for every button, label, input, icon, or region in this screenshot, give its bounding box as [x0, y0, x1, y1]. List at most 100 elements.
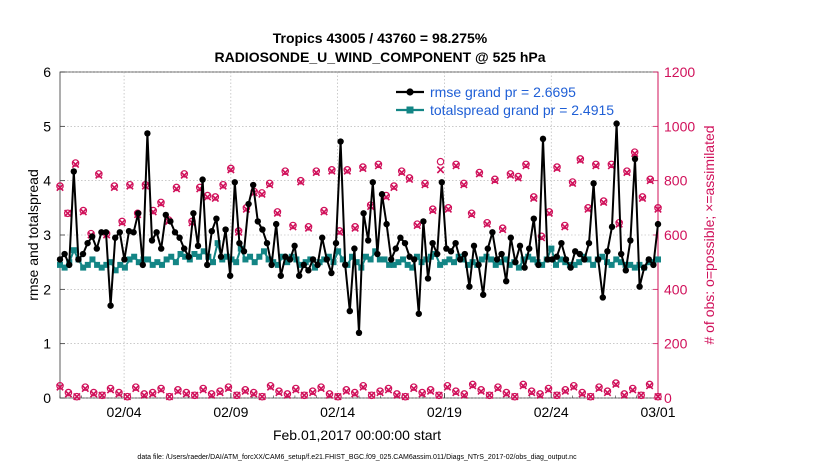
rmse-point: [539, 135, 547, 143]
rmse-point: [167, 218, 174, 225]
obs-count-high-possible-marker: [351, 223, 359, 231]
rmse-point: [305, 267, 312, 274]
obs-count-high-assimilated-marker: [654, 205, 662, 213]
obs-count-low-possible-marker: [494, 383, 502, 391]
obs-count-high-possible-marker: [498, 224, 507, 233]
rmse-point: [314, 261, 321, 269]
totalspread-point: [316, 259, 323, 266]
totalspread-point: [400, 256, 407, 263]
totalspread-point: [172, 259, 179, 266]
totalspread-point: [409, 264, 416, 271]
obs-count-low-assimilated-marker: [174, 387, 182, 395]
obs-count-low-assimilated-marker: [132, 384, 140, 393]
rmse-point: [282, 253, 289, 260]
obs-count-low-possible-marker: [157, 384, 165, 393]
obs-count-low-assimilated-marker: [224, 384, 233, 393]
obs-count-high-assimilated-marker: [211, 194, 220, 203]
rmse-point: [622, 267, 629, 274]
legend-spread-marker: [406, 106, 414, 114]
obs-count-low-possible-marker: [637, 391, 645, 400]
obs-count-high-possible-marker: [71, 159, 80, 167]
totalspread-point: [84, 261, 91, 268]
obs-count-low-possible-marker: [569, 381, 578, 390]
obs-count-low-assimilated-marker: [519, 382, 528, 390]
obs-count-low-possible-marker: [207, 390, 216, 398]
obs-count-low-assimilated-marker: [393, 391, 401, 400]
rmse-point: [342, 261, 349, 269]
obs-count-low-possible-marker: [241, 386, 250, 394]
rmse-point: [401, 239, 409, 247]
rmse-point: [79, 250, 87, 258]
totalspread-point: [80, 264, 87, 271]
rmse-point: [93, 245, 101, 252]
obs-count-high-possible-marker: [180, 170, 189, 178]
obs-count-high-possible-marker: [258, 189, 266, 197]
obs-count-high-assimilated-marker: [64, 209, 72, 218]
obs-count-high-assimilated-marker: [561, 223, 569, 231]
rmse-point: [139, 261, 146, 269]
rmse-point: [176, 234, 183, 241]
totalspread-point: [274, 261, 281, 268]
totalspread-point: [506, 261, 513, 268]
rmse-point: [378, 191, 386, 198]
obs-count-low-assimilated-marker: [409, 384, 418, 393]
rmse-point: [466, 283, 473, 290]
y-right-tick-label: 1000: [664, 118, 695, 134]
rmse-point: [475, 261, 482, 269]
obs-count-high-assimilated-marker: [413, 221, 422, 230]
totalspread-point: [103, 261, 110, 268]
series-layer: [56, 120, 662, 336]
rmse-point: [374, 250, 381, 258]
obs-count-high-assimilated-marker: [491, 176, 499, 185]
totalspread-point: [395, 259, 402, 266]
obs-count-low-possible-marker: [233, 391, 241, 400]
obs-count-low-possible-marker: [561, 386, 570, 394]
rmse-point: [130, 229, 137, 236]
obs-count-low-possible-marker: [460, 390, 469, 398]
rmse-point: [590, 180, 597, 187]
rmse-point: [360, 210, 367, 217]
obs-count-high-possible-marker: [537, 232, 546, 241]
rmse-point: [549, 256, 556, 263]
obs-count-low-possible-marker: [73, 392, 81, 401]
y-left-tick-label: 2: [43, 281, 51, 297]
totalspread-point: [196, 253, 203, 260]
rmse-point: [263, 239, 271, 247]
obs-count-low-possible-marker: [502, 388, 511, 397]
rmse-point: [480, 291, 487, 298]
obs-count-low-possible-marker: [132, 383, 140, 391]
y-left-tick-label: 6: [43, 64, 51, 80]
obs-count-high-assimilated-marker: [351, 224, 359, 232]
obs-count-low-possible-marker: [612, 379, 620, 387]
totalspread-point: [112, 267, 119, 274]
obs-count-low-assimilated-marker: [578, 390, 586, 398]
totalspread-point: [502, 256, 509, 263]
totalspread-point: [117, 261, 124, 268]
rmse-point: [245, 200, 252, 208]
x-tick-label: 02/04: [107, 404, 142, 420]
obs-count-low-possible-marker: [426, 386, 435, 394]
obs-count-low-assimilated-marker: [603, 388, 612, 397]
obs-count-high-possible-marker: [79, 206, 88, 215]
rmse-point: [346, 307, 353, 315]
rmse-point: [493, 256, 501, 263]
x-tick-label: 02/09: [213, 404, 248, 420]
obs-count-low-assimilated-marker: [233, 391, 241, 400]
obs-count-high-possible-marker: [126, 180, 134, 189]
obs-count-high-possible-marker: [623, 167, 631, 175]
obs-count-low-possible-marker: [249, 388, 258, 397]
obs-count-low-assimilated-marker: [367, 391, 376, 400]
rmse-point: [351, 245, 358, 252]
rmse-point: [259, 226, 266, 233]
obs-count-high-possible-marker: [475, 168, 484, 177]
obs-count-low-possible-marker: [342, 386, 351, 394]
obs-count-low-possible-marker: [527, 387, 536, 396]
obs-count-high-assimilated-marker: [638, 194, 647, 203]
obs-count-high-assimilated-marker: [529, 194, 538, 203]
obs-count-low-possible-marker: [115, 388, 123, 397]
obs-count-low-assimilated-marker: [452, 388, 460, 397]
obs-count-low-possible-marker: [98, 391, 106, 400]
obs-count-low-possible-marker: [620, 390, 629, 398]
obs-count-low-possible-marker: [182, 388, 191, 397]
